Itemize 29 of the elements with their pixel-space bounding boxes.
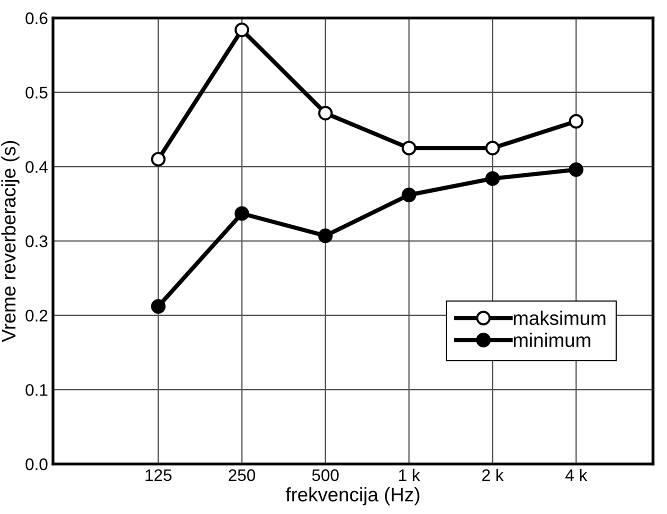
y-tick-label: 0.5 [26, 86, 48, 99]
y-tick-label: 0.1 [26, 384, 48, 396]
x-tick-label: 250 [228, 469, 256, 482]
x-tick-label: 4 k [565, 468, 588, 481]
point [151, 299, 166, 314]
x-tick-label: 1 k [399, 468, 420, 481]
point [568, 162, 584, 177]
y-tick-label: 0.0 [26, 458, 48, 470]
point [318, 228, 333, 244]
legend-label: maksimum [514, 310, 606, 326]
point [485, 171, 500, 186]
point [151, 152, 166, 167]
point [318, 106, 333, 120]
y-axis-title: Vreme reverberacije (s) [1, 140, 20, 342]
x-tick-label: 500 [312, 469, 339, 482]
x-axis-title: frekvencija (Hz) [286, 487, 420, 506]
point [485, 140, 500, 156]
x-tick-label: 2 k [482, 468, 504, 481]
point [234, 206, 250, 221]
y-tick-label: 0.4 [26, 161, 48, 173]
y-tick-label: 0.6 [26, 12, 48, 24]
point [402, 188, 416, 202]
legend-label: minimum [514, 332, 590, 348]
y-tick-label: 0.3 [26, 235, 48, 248]
y-tick-label: 0.2 [26, 310, 48, 322]
point [234, 22, 250, 38]
x-tick-label: 125 [146, 469, 172, 482]
point [568, 114, 584, 129]
point [402, 140, 416, 156]
